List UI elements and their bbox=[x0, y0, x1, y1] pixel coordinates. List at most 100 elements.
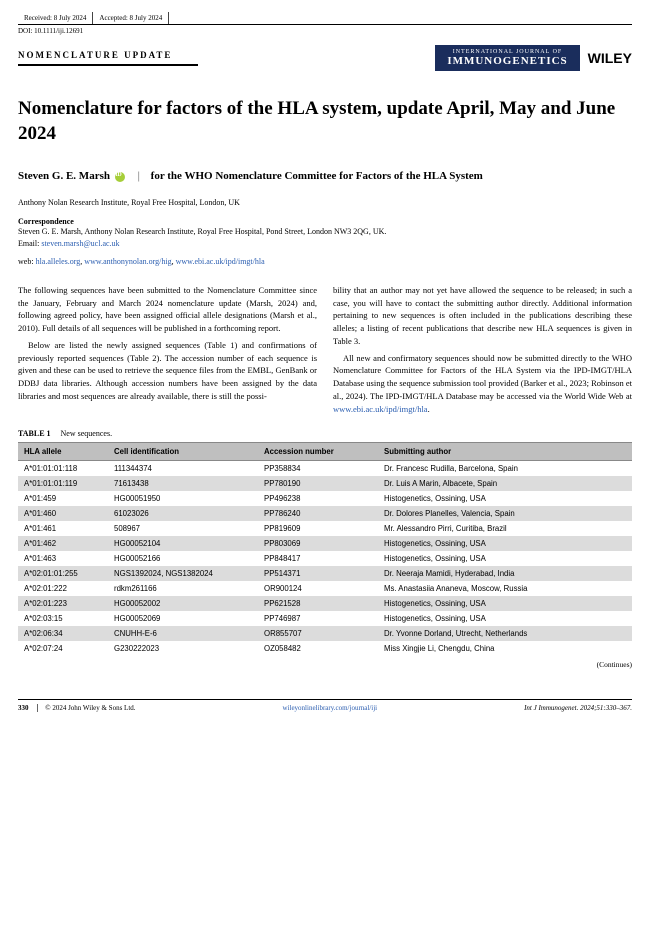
table-caption: TABLE 1 New sequences. bbox=[18, 429, 632, 438]
email-link[interactable]: steven.marsh@ucl.ac.uk bbox=[41, 239, 119, 248]
table-cell: CNUHH-E-6 bbox=[108, 626, 258, 641]
table-number: TABLE 1 bbox=[18, 429, 51, 438]
table-cell: A*02:01:223 bbox=[18, 596, 108, 611]
column-right: bility that an author may not yet have a… bbox=[333, 284, 632, 420]
table-cell: HG00052166 bbox=[108, 551, 258, 566]
table-cell: 508967 bbox=[108, 521, 258, 536]
author-committee: for the WHO Nomenclature Committee for F… bbox=[151, 170, 483, 182]
table-cell: A*02:01:01:255 bbox=[18, 566, 108, 581]
table-row: A*01:01:01:118111344374PP358834Dr. Franc… bbox=[18, 461, 632, 477]
table-cell: HG00051950 bbox=[108, 491, 258, 506]
table-row: A*01:462HG00052104PP803069Histogenetics,… bbox=[18, 536, 632, 551]
table-row: A*02:01:223HG00052002PP621528Histogeneti… bbox=[18, 596, 632, 611]
table-cell: A*01:462 bbox=[18, 536, 108, 551]
para-4: All new and confirmatory sequences shoul… bbox=[333, 352, 632, 416]
table-cell: HG00052104 bbox=[108, 536, 258, 551]
table-cell: PP819609 bbox=[258, 521, 378, 536]
table-cell: Histogenetics, Ossining, USA bbox=[378, 551, 632, 566]
table-cell: 61023026 bbox=[108, 506, 258, 521]
citation: Int J Immunogenet. 2024;51:330–367. bbox=[524, 704, 632, 712]
web-links: web: hla.alleles.org, www.anthonynolan.o… bbox=[18, 257, 632, 266]
table-row: A*02:01:222rdkm261166OR900124Ms. Anastas… bbox=[18, 581, 632, 596]
correspondence-body: Steven G. E. Marsh, Anthony Nolan Resear… bbox=[18, 226, 632, 248]
db-link[interactable]: www.ebi.ac.uk/ipd/imgt/hla bbox=[333, 404, 428, 414]
table-cell: Mr. Alessandro Pirri, Curitiba, Brazil bbox=[378, 521, 632, 536]
email-label: Email: bbox=[18, 239, 41, 248]
table-title: New sequences. bbox=[61, 429, 113, 438]
para-1: The following sequences have been submit… bbox=[18, 284, 317, 335]
col-header-author: Submitting author bbox=[378, 443, 632, 461]
table-cell: OZ058482 bbox=[258, 641, 378, 656]
doi: DOI: 10.1111/iji.12691 bbox=[18, 25, 632, 39]
table-cell: PP358834 bbox=[258, 461, 378, 477]
publisher-logo: WILEY bbox=[588, 50, 632, 66]
table-cell: A*01:460 bbox=[18, 506, 108, 521]
table-cell: HG00052002 bbox=[108, 596, 258, 611]
table-cell: G230222023 bbox=[108, 641, 258, 656]
table-cell: A*02:07:24 bbox=[18, 641, 108, 656]
table-cell: PP803069 bbox=[258, 536, 378, 551]
table-cell: PP786240 bbox=[258, 506, 378, 521]
receipt-bar: Received: 8 July 2024 Accepted: 8 July 2… bbox=[18, 12, 632, 25]
table-cell: Histogenetics, Ossining, USA bbox=[378, 536, 632, 551]
section-label: NOMENCLATURE UPDATE bbox=[18, 50, 198, 66]
page-number: 330 bbox=[18, 704, 38, 712]
web-label: web: bbox=[18, 257, 36, 266]
body-columns: The following sequences have been submit… bbox=[18, 284, 632, 420]
table-row: A*02:03:15HG00052069PP746987Histogenetic… bbox=[18, 611, 632, 626]
journal-name: IMMUNOGENETICS bbox=[447, 55, 567, 67]
table-cell: Dr. Francesc Rudilla, Barcelona, Spain bbox=[378, 461, 632, 477]
table-cell: OR855707 bbox=[258, 626, 378, 641]
table-cell: PP848417 bbox=[258, 551, 378, 566]
table-cell: A*01:463 bbox=[18, 551, 108, 566]
table-cell: A*02:03:15 bbox=[18, 611, 108, 626]
table-cell: rdkm261166 bbox=[108, 581, 258, 596]
table-cell: NGS1392024, NGS1382024 bbox=[108, 566, 258, 581]
table-cell: PP514371 bbox=[258, 566, 378, 581]
affiliation: Anthony Nolan Research Institute, Royal … bbox=[18, 198, 632, 207]
footer-left: 330 © 2024 John Wiley & Sons Ltd. bbox=[18, 704, 136, 712]
web-link-3[interactable]: www.ebi.ac.uk/ipd/imgt/hla bbox=[176, 257, 265, 266]
col-header-cell: Cell identification bbox=[108, 443, 258, 461]
table-row: A*01:459HG00051950PP496238Histogenetics,… bbox=[18, 491, 632, 506]
table-cell: PP496238 bbox=[258, 491, 378, 506]
orcid-icon[interactable] bbox=[115, 172, 125, 182]
table-cell: Histogenetics, Ossining, USA bbox=[378, 596, 632, 611]
col-header-accession: Accession number bbox=[258, 443, 378, 461]
page-footer: 330 © 2024 John Wiley & Sons Ltd. wileyo… bbox=[18, 700, 632, 712]
table-row: A*02:06:34CNUHH-E-6OR855707Dr. Yvonne Do… bbox=[18, 626, 632, 641]
table-row: A*01:463HG00052166PP848417Histogenetics,… bbox=[18, 551, 632, 566]
table-cell: Dr. Neeraja Mamidi, Hyderabad, India bbox=[378, 566, 632, 581]
web-link-1[interactable]: hla.alleles.org bbox=[36, 257, 81, 266]
table-row: A*01:461508967PP819609Mr. Alessandro Pir… bbox=[18, 521, 632, 536]
table-cell: Dr. Luis A Marin, Albacete, Spain bbox=[378, 476, 632, 491]
table-cell: Ms. Anastasiia Ananeva, Moscow, Russia bbox=[378, 581, 632, 596]
para-3: bility that an author may not yet have a… bbox=[333, 284, 632, 348]
table-row: A*01:46061023026PP786240Dr. Dolores Plan… bbox=[18, 506, 632, 521]
table-cell: 71613438 bbox=[108, 476, 258, 491]
table-cell: 111344374 bbox=[108, 461, 258, 477]
table-cell: Dr. Dolores Planelles, Valencia, Spain bbox=[378, 506, 632, 521]
table-cell: Histogenetics, Ossining, USA bbox=[378, 491, 632, 506]
table-cell: A*02:01:222 bbox=[18, 581, 108, 596]
table-cell: A*02:06:34 bbox=[18, 626, 108, 641]
column-left: The following sequences have been submit… bbox=[18, 284, 317, 420]
table-row: A*02:07:24G230222023OZ058482Miss Xingjie… bbox=[18, 641, 632, 656]
continues-label: (Continues) bbox=[18, 660, 632, 669]
journal-badge: INTERNATIONAL JOURNAL OF IMMUNOGENETICS bbox=[435, 45, 579, 71]
table-cell: PP780190 bbox=[258, 476, 378, 491]
author-separator: | bbox=[137, 170, 139, 182]
footer-url[interactable]: wileyonlinelibrary.com/journal/iji bbox=[136, 704, 525, 712]
table-cell: HG00052069 bbox=[108, 611, 258, 626]
correspondence-label: Correspondence bbox=[18, 217, 632, 226]
table-cell: A*01:01:01:119 bbox=[18, 476, 108, 491]
table-cell: A*01:461 bbox=[18, 521, 108, 536]
para-2: Below are listed the newly assigned sequ… bbox=[18, 339, 317, 403]
copyright: © 2024 John Wiley & Sons Ltd. bbox=[45, 704, 135, 712]
table-cell: A*01:459 bbox=[18, 491, 108, 506]
author-line: Steven G. E. Marsh | for the WHO Nomencl… bbox=[18, 170, 632, 182]
web-link-2[interactable]: www.anthonynolan.org/hig bbox=[84, 257, 171, 266]
author-name: Steven G. E. Marsh bbox=[18, 170, 110, 182]
received-date: Received: 8 July 2024 bbox=[18, 12, 93, 24]
article-title: Nomenclature for factors of the HLA syst… bbox=[18, 97, 632, 146]
